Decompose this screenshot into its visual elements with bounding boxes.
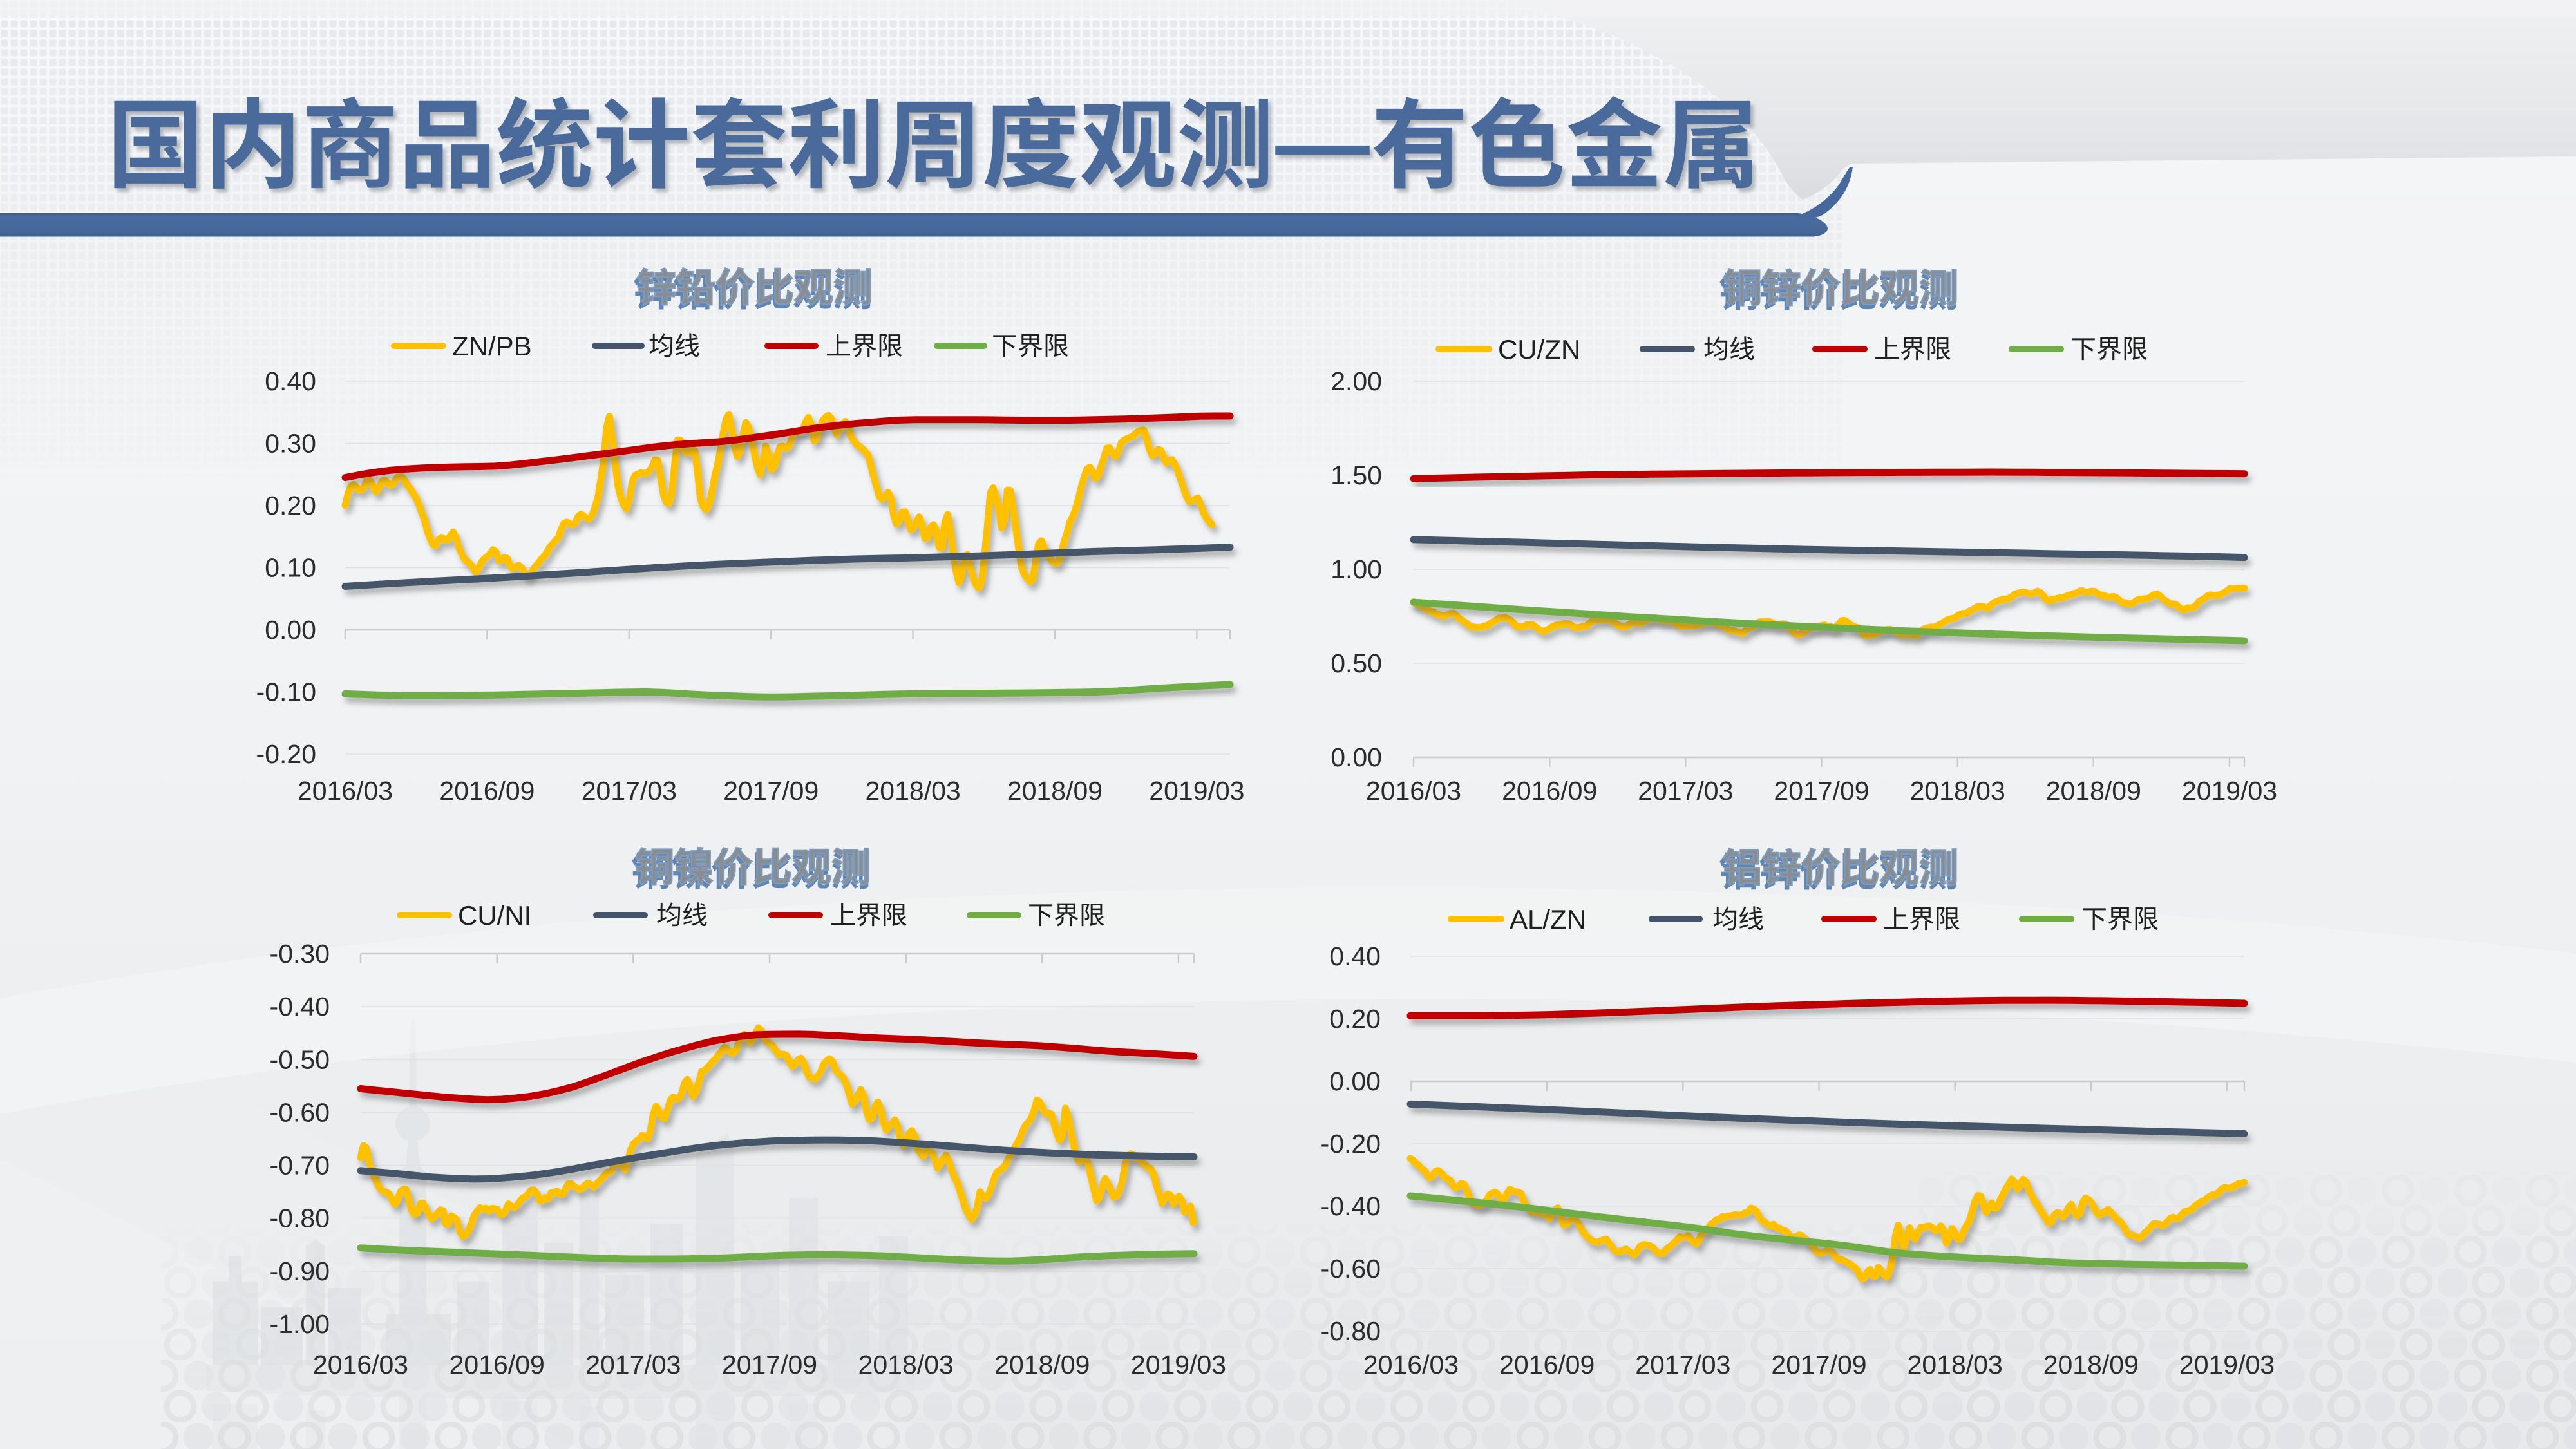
svg-text:-0.10: -0.10 bbox=[256, 677, 316, 707]
svg-text:2019/03: 2019/03 bbox=[2179, 1350, 2275, 1379]
svg-text:-0.80: -0.80 bbox=[1321, 1316, 1381, 1346]
svg-text:-0.40: -0.40 bbox=[1321, 1191, 1381, 1221]
svg-text:0.40: 0.40 bbox=[1329, 942, 1381, 971]
svg-text:1.50: 1.50 bbox=[1331, 460, 1382, 490]
svg-text:2016/09: 2016/09 bbox=[1502, 776, 1597, 806]
svg-text:-0.60: -0.60 bbox=[1321, 1254, 1381, 1283]
svg-text:2016/09: 2016/09 bbox=[439, 776, 535, 806]
svg-text:1.00: 1.00 bbox=[1331, 554, 1382, 584]
svg-text:2016/09: 2016/09 bbox=[450, 1350, 545, 1379]
svg-text:0.00: 0.00 bbox=[1331, 743, 1382, 772]
svg-text:2017/09: 2017/09 bbox=[1774, 776, 1869, 806]
svg-text:-0.20: -0.20 bbox=[1321, 1129, 1381, 1159]
svg-text:2018/03: 2018/03 bbox=[865, 776, 960, 806]
svg-text:2018/09: 2018/09 bbox=[2046, 776, 2141, 806]
svg-text:-0.50: -0.50 bbox=[270, 1045, 330, 1074]
svg-text:2017/09: 2017/09 bbox=[723, 776, 819, 806]
svg-text:2018/09: 2018/09 bbox=[2043, 1350, 2139, 1379]
svg-text:2018/09: 2018/09 bbox=[994, 1350, 1090, 1379]
svg-text:-0.80: -0.80 bbox=[270, 1204, 330, 1233]
svg-text:0.20: 0.20 bbox=[265, 491, 316, 520]
svg-text:2016/03: 2016/03 bbox=[1363, 1350, 1459, 1379]
svg-text:2.00: 2.00 bbox=[1331, 366, 1382, 396]
svg-text:2016/03: 2016/03 bbox=[298, 776, 393, 806]
svg-text:CU/NI: CU/NI bbox=[458, 900, 531, 931]
svg-text:-0.40: -0.40 bbox=[270, 992, 330, 1021]
svg-text:0.40: 0.40 bbox=[265, 366, 316, 396]
svg-text:0.50: 0.50 bbox=[1331, 649, 1382, 678]
svg-text:0.30: 0.30 bbox=[265, 429, 316, 459]
svg-text:CU/ZN: CU/ZN bbox=[1498, 334, 1580, 365]
svg-text:-0.20: -0.20 bbox=[256, 739, 316, 769]
svg-text:0.10: 0.10 bbox=[265, 553, 316, 583]
svg-text:2018/03: 2018/03 bbox=[858, 1350, 954, 1379]
svg-text:2016/09: 2016/09 bbox=[1499, 1350, 1595, 1379]
svg-text:2017/09: 2017/09 bbox=[1771, 1350, 1866, 1379]
svg-text:-0.30: -0.30 bbox=[270, 939, 330, 969]
svg-text:ZN/PB: ZN/PB bbox=[452, 331, 532, 361]
svg-text:0.00: 0.00 bbox=[265, 615, 316, 645]
svg-text:0.00: 0.00 bbox=[1329, 1066, 1381, 1096]
svg-text:2019/03: 2019/03 bbox=[2182, 776, 2277, 806]
svg-text:2017/03: 2017/03 bbox=[585, 1350, 681, 1379]
svg-text:2018/03: 2018/03 bbox=[1910, 776, 2005, 806]
svg-text:2017/03: 2017/03 bbox=[1635, 1350, 1730, 1379]
svg-text:2016/03: 2016/03 bbox=[313, 1350, 408, 1379]
svg-text:2017/03: 2017/03 bbox=[582, 776, 677, 806]
svg-text:2017/03: 2017/03 bbox=[1638, 776, 1733, 806]
svg-text:AL/ZN: AL/ZN bbox=[1510, 904, 1586, 934]
svg-text:-0.90: -0.90 bbox=[270, 1256, 330, 1286]
svg-text:2019/03: 2019/03 bbox=[1131, 1350, 1226, 1379]
svg-text:2019/03: 2019/03 bbox=[1149, 776, 1244, 806]
svg-text:0.20: 0.20 bbox=[1329, 1004, 1381, 1034]
svg-text:-1.00: -1.00 bbox=[270, 1309, 330, 1339]
svg-text:-0.60: -0.60 bbox=[270, 1097, 330, 1127]
svg-text:2018/09: 2018/09 bbox=[1007, 776, 1103, 806]
svg-text:2018/03: 2018/03 bbox=[1908, 1350, 2003, 1379]
svg-text:2017/09: 2017/09 bbox=[722, 1350, 817, 1379]
svg-text:2016/03: 2016/03 bbox=[1366, 776, 1461, 806]
svg-text:-0.70: -0.70 bbox=[270, 1151, 330, 1180]
